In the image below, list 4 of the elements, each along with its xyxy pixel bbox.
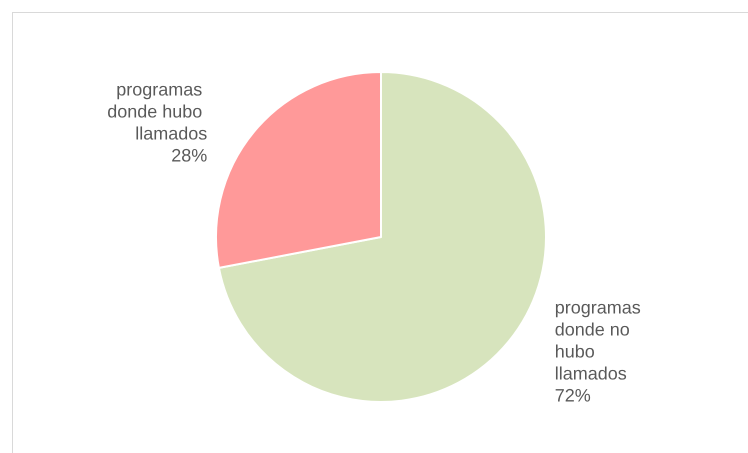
slice-label: programas donde hubo llamados	[107, 79, 208, 144]
data-label: 72%	[554, 386, 591, 406]
slice-label: programas donde no hubo llamados	[554, 298, 646, 384]
data-label: 28%	[171, 145, 208, 166]
